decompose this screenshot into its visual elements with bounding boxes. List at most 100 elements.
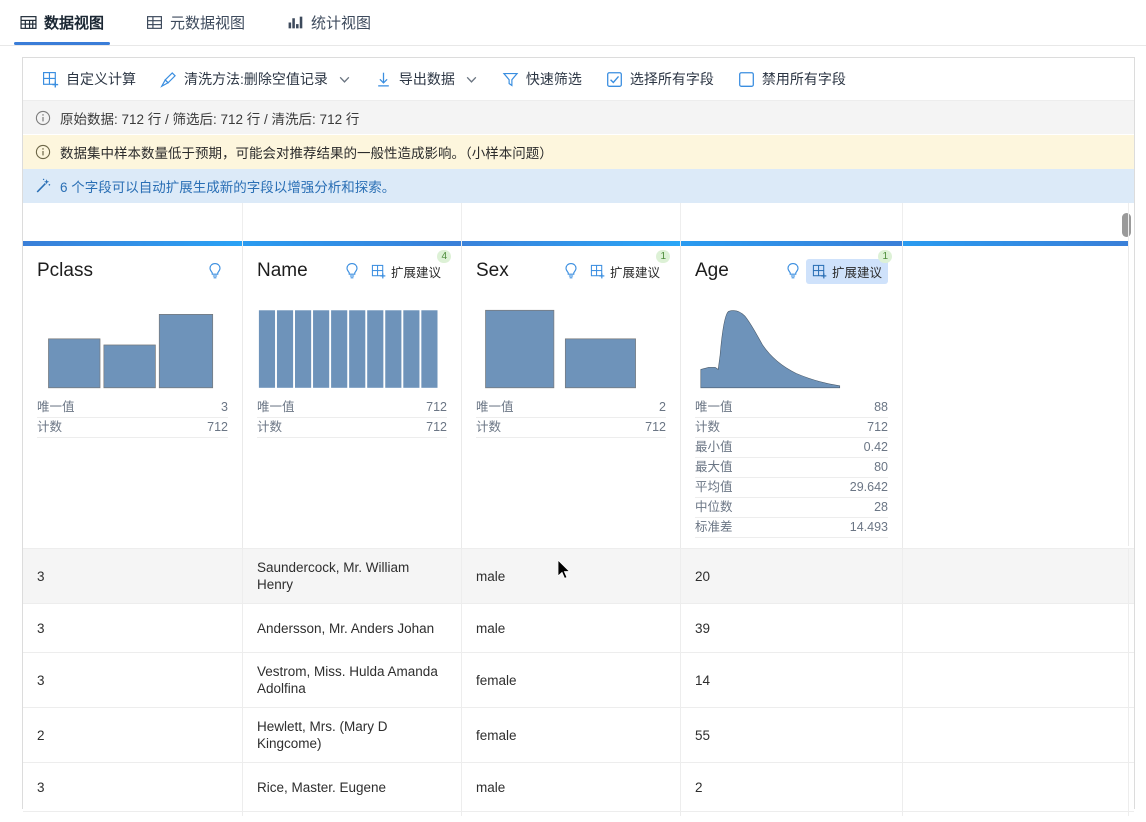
cell-age: 31 [681,812,903,816]
cell-sex: female [462,708,681,762]
tab-label: 数据视图 [44,15,105,32]
filter-icon [502,72,519,87]
expand-suggestion-button[interactable]: 扩展建议 1 [584,249,670,284]
tab-data-view[interactable]: 数据视图 [14,0,111,45]
checkbox-checked-icon [606,71,622,87]
cell-age: 55 [681,708,903,762]
stat-value: 14.493 [849,520,888,534]
checkbox-empty-icon [738,71,754,87]
lightbulb-icon[interactable] [206,262,224,280]
expand-grid-icon [812,264,827,278]
accent-cell-next2 [1129,203,1134,246]
cell-name: Vander Planke, Mrs. Julius (Emelia [243,812,462,816]
stat-value: 712 [207,420,228,434]
lightbulb-icon[interactable] [343,262,361,280]
cell-overflow [903,549,1129,603]
cell-sex: female [462,812,681,816]
lightbulb-icon[interactable] [784,262,802,280]
stat-row: 标准差 14.493 [695,518,888,538]
select-all-fields-label: 选择所有字段 [629,71,714,87]
stat-value: 712 [867,420,888,434]
download-icon [378,72,389,87]
table-row[interactable]: 3 Andersson, Mr. Anders Johan male 39 [23,603,1134,652]
table-row[interactable]: 2 Hewlett, Mrs. (Mary D Kingcome) female… [23,707,1134,762]
stat-row: 最大值 80 [695,458,888,478]
table-icon [147,16,163,29]
stat-row: 计数 712 [476,418,666,438]
column-distribution-chart [462,292,680,398]
stat-label: 计数 [257,420,283,434]
tab-statistics-view[interactable]: 统计视图 [281,0,377,45]
stat-value: 712 [426,420,447,434]
export-data-label: 导出数据 [398,71,455,87]
stat-label: 平均值 [695,480,733,494]
clean-method-dropdown[interactable]: 清洗方法:删除空值记录 [151,65,360,93]
stat-value: 80 [874,460,888,474]
table-row[interactable]: 3 Rice, Master. Eugene male 2 [23,762,1134,811]
disable-all-fields-checkbox[interactable]: 禁用所有字段 [729,65,855,93]
column-summary-row: Survived [23,246,1134,548]
column-distribution-chart [681,292,902,398]
stat-label: 唯一值 [257,400,295,414]
stat-row: 唯一值 712 [257,398,447,418]
vertical-scrollbar-thumb[interactable] [1122,213,1131,237]
column-name: Age [695,260,729,281]
expand-grid-icon [590,264,605,278]
custom-calculation-button[interactable]: 自定义计算 [33,65,145,93]
data-grid-scroll-area[interactable]: Survived [23,203,1134,816]
info-icon [35,144,51,160]
stat-label: 唯一值 [695,400,733,414]
stat-row: 计数 712 [695,418,888,438]
stat-value: 2 [659,400,666,414]
accent-bar [243,241,461,246]
grid-table-icon [20,16,37,29]
stat-value: 0.42 [863,440,888,454]
column-name: Name [257,260,308,281]
column-header: Name [243,246,461,292]
accent-cell-age [681,203,903,246]
column-stats: 唯一值 88 计数 712 最小值 0.42 最大值 80 平均值 29.642 中位数 2… [681,398,902,548]
table-row[interactable]: 3 Vestrom, Miss. Hulda Amanda Adolfina f… [23,652,1134,707]
cell-pclass: 3 [23,812,243,816]
expand-suggestion-label: 扩展建议 [831,265,882,280]
cell-pclass: 3 [23,653,243,707]
stat-label: 唯一值 [476,400,514,414]
export-data-dropdown[interactable]: 导出数据 [366,65,487,93]
cell-age: 20 [681,549,903,603]
stat-row: 计数 712 [37,418,228,438]
table-row[interactable]: 3 Saundercock, Mr. William Henry male 20 [23,548,1134,603]
cell-name: Vestrom, Miss. Hulda Amanda Adolfina [243,653,462,707]
row-summary-notice: 原始数据: 712 行 / 筛选后: 712 行 / 清洗后: 712 行 [23,101,1134,135]
cell-name: Hewlett, Mrs. (Mary D Kingcome) [243,708,462,762]
cell-pclass: 3 [23,604,243,652]
select-all-fields-checkbox[interactable]: 选择所有字段 [597,65,723,93]
stat-value: 712 [645,420,666,434]
stat-row: 唯一值 2 [476,398,666,418]
lightbulb-icon[interactable] [562,262,580,280]
quick-filter-button[interactable]: 快速筛选 [493,65,591,93]
quick-filter-label: 快速筛选 [525,71,582,87]
tab-label: 统计视图 [311,15,372,32]
stat-row: 唯一值 88 [695,398,888,418]
stat-row: 最小值 0.42 [695,438,888,458]
mouse-cursor [558,560,571,579]
cell-sex: female [462,653,681,707]
column-stats: 唯一值 712 计数 712 [243,398,461,448]
accent-bar [903,241,1128,246]
expand-fields-text: 6 个字段可以自动扩展生成新的字段以增强分析和探索。 [60,180,396,195]
tab-metadata-view[interactable]: 元数据视图 [140,0,251,45]
accent-cell-next [903,203,1129,246]
cell-age: 39 [681,604,903,652]
table-row[interactable]: 3 Vander Planke, Mrs. Julius (Emelia fem… [23,811,1134,816]
column-name-field: Name [243,246,462,548]
column-distribution-chart [243,292,461,398]
cell-overflow [903,653,1129,707]
column-header: Sex [462,246,680,292]
column-name: Pclass [37,260,93,281]
column-header: Age [681,246,902,292]
expand-fields-notice[interactable]: 6 个字段可以自动扩展生成新的字段以增强分析和探索。 [23,169,1134,203]
stat-row: 唯一值 3 [37,398,228,418]
expand-suggestion-button[interactable]: 扩展建议 1 [805,249,892,284]
expand-suggestion-button[interactable]: 扩展建议 4 [365,249,451,284]
